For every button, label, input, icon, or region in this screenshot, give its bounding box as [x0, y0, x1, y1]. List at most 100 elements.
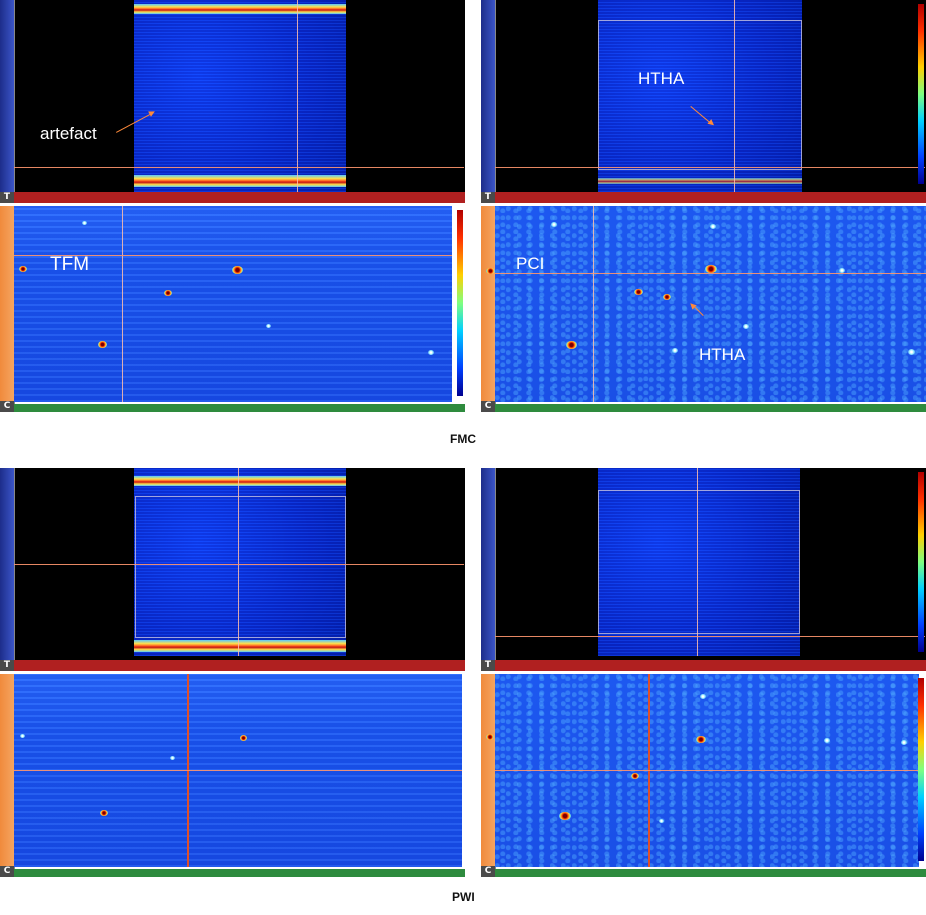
corner-t-icon: T	[0, 660, 14, 671]
cursor-vertical[interactable]	[238, 468, 239, 656]
vertical-ruler[interactable]	[0, 206, 15, 412]
indication-spot	[20, 734, 25, 738]
indication-spot	[240, 735, 247, 741]
indication-spot	[559, 812, 571, 820]
corner-t-icon: T	[0, 192, 14, 203]
pwi-tfm-sscan-panel: T	[0, 468, 465, 671]
cursor-horizontal[interactable]	[495, 167, 925, 168]
front-wall-echo	[134, 4, 346, 14]
scan-image	[495, 206, 926, 402]
horizontal-ruler[interactable]	[495, 869, 926, 877]
htha-label: HTHA	[699, 345, 746, 364]
indication-spot	[566, 341, 577, 349]
indication-spot	[710, 224, 716, 229]
cursor-horizontal[interactable]	[495, 636, 925, 637]
indication-spot	[82, 221, 87, 225]
horizontal-ruler[interactable]	[14, 404, 465, 412]
vertical-ruler[interactable]	[481, 206, 496, 412]
indication-spot	[839, 268, 845, 273]
indication-spot	[700, 694, 706, 699]
pwi-tfm-cscan-panel: C	[0, 674, 465, 877]
back-wall-echo	[134, 175, 346, 187]
cursor-vertical[interactable]	[122, 206, 123, 402]
indication-spot	[705, 265, 717, 273]
cursor-horizontal[interactable]	[495, 770, 919, 771]
cursor-horizontal[interactable]	[495, 273, 926, 274]
pwi-pci-cscan-panel: C	[481, 674, 926, 877]
gate-box[interactable]	[598, 20, 802, 170]
cursor-vertical[interactable]	[297, 0, 298, 192]
vertical-ruler[interactable]	[481, 674, 496, 877]
corner-c-icon: C	[0, 866, 14, 877]
horizontal-ruler[interactable]	[495, 660, 926, 671]
scan-image	[14, 206, 452, 402]
corner-t-icon: T	[481, 660, 495, 671]
indication-spot	[696, 736, 706, 743]
indication-spot	[743, 324, 749, 329]
cursor-horizontal[interactable]	[14, 564, 464, 565]
horizontal-ruler[interactable]	[14, 869, 465, 877]
corner-c-icon: C	[481, 866, 495, 877]
horizontal-ruler[interactable]	[14, 192, 465, 203]
gate-box[interactable]	[598, 490, 800, 634]
front-wall-echo	[134, 476, 346, 486]
scan-image	[598, 0, 802, 192]
indication-spot	[824, 738, 830, 743]
indication-spot	[634, 289, 643, 295]
vertical-ruler[interactable]	[0, 0, 15, 203]
fmc-tfm-cscan-panel: TFM C	[0, 206, 465, 412]
indication-spot	[164, 290, 172, 296]
indication-spot	[98, 341, 107, 348]
indication-spot	[266, 324, 271, 328]
scan-image	[134, 468, 346, 656]
gate-box[interactable]	[135, 496, 346, 638]
indication-spot	[551, 222, 557, 227]
scan-image	[134, 0, 346, 192]
horizontal-ruler[interactable]	[14, 660, 465, 671]
tfm-label: TFM	[50, 254, 90, 275]
vertical-ruler[interactable]	[0, 468, 15, 671]
indication-spot	[19, 266, 27, 272]
cursor-vertical[interactable]	[697, 468, 698, 656]
cursor-horizontal[interactable]	[14, 255, 452, 256]
back-wall-echo	[134, 640, 346, 652]
indication-spot	[663, 294, 671, 300]
color-scale-bar	[457, 210, 463, 396]
vertical-ruler[interactable]	[481, 468, 496, 671]
indication-spot	[170, 756, 175, 760]
pwi-pci-sscan-panel: T	[481, 468, 926, 671]
pci-label: PCI	[516, 254, 545, 273]
horizontal-ruler[interactable]	[495, 404, 926, 412]
back-wall-echo	[598, 178, 802, 184]
fmc-tfm-sscan-panel: artefact T	[0, 0, 465, 203]
fmc-section: artefact T HTHA T TFM C	[0, 0, 926, 450]
indication-spot	[908, 349, 915, 355]
fmc-caption: FMC	[450, 432, 476, 446]
indication-spot	[232, 266, 243, 274]
indication-spot	[100, 810, 108, 816]
indication-spot	[901, 740, 907, 745]
pwi-caption: PWI	[452, 890, 475, 904]
color-scale-bar	[918, 4, 924, 184]
fmc-pci-cscan-panel: PCI HTHA C	[481, 206, 926, 412]
htha-label: HTHA	[638, 69, 685, 88]
indication-spot	[659, 819, 664, 823]
color-scale-bar	[918, 472, 924, 652]
indication-spot	[486, 734, 494, 740]
horizontal-ruler[interactable]	[495, 192, 926, 203]
indication-spot	[428, 350, 434, 355]
cursor-horizontal[interactable]	[14, 167, 464, 168]
cursor-vertical[interactable]	[593, 206, 594, 402]
corner-c-icon: C	[481, 401, 495, 412]
color-scale-bar	[918, 678, 924, 861]
cursor-vertical[interactable]	[734, 0, 735, 192]
pwi-section: T T C C	[0, 468, 926, 915]
vertical-ruler[interactable]	[0, 674, 15, 877]
artefact-label: artefact	[40, 124, 97, 143]
corner-t-icon: T	[481, 192, 495, 203]
vertical-ruler[interactable]	[481, 0, 496, 203]
indication-spot	[631, 773, 639, 779]
fmc-pci-sscan-panel: HTHA T	[481, 0, 926, 203]
cursor-horizontal[interactable]	[14, 770, 462, 771]
corner-c-icon: C	[0, 401, 14, 412]
